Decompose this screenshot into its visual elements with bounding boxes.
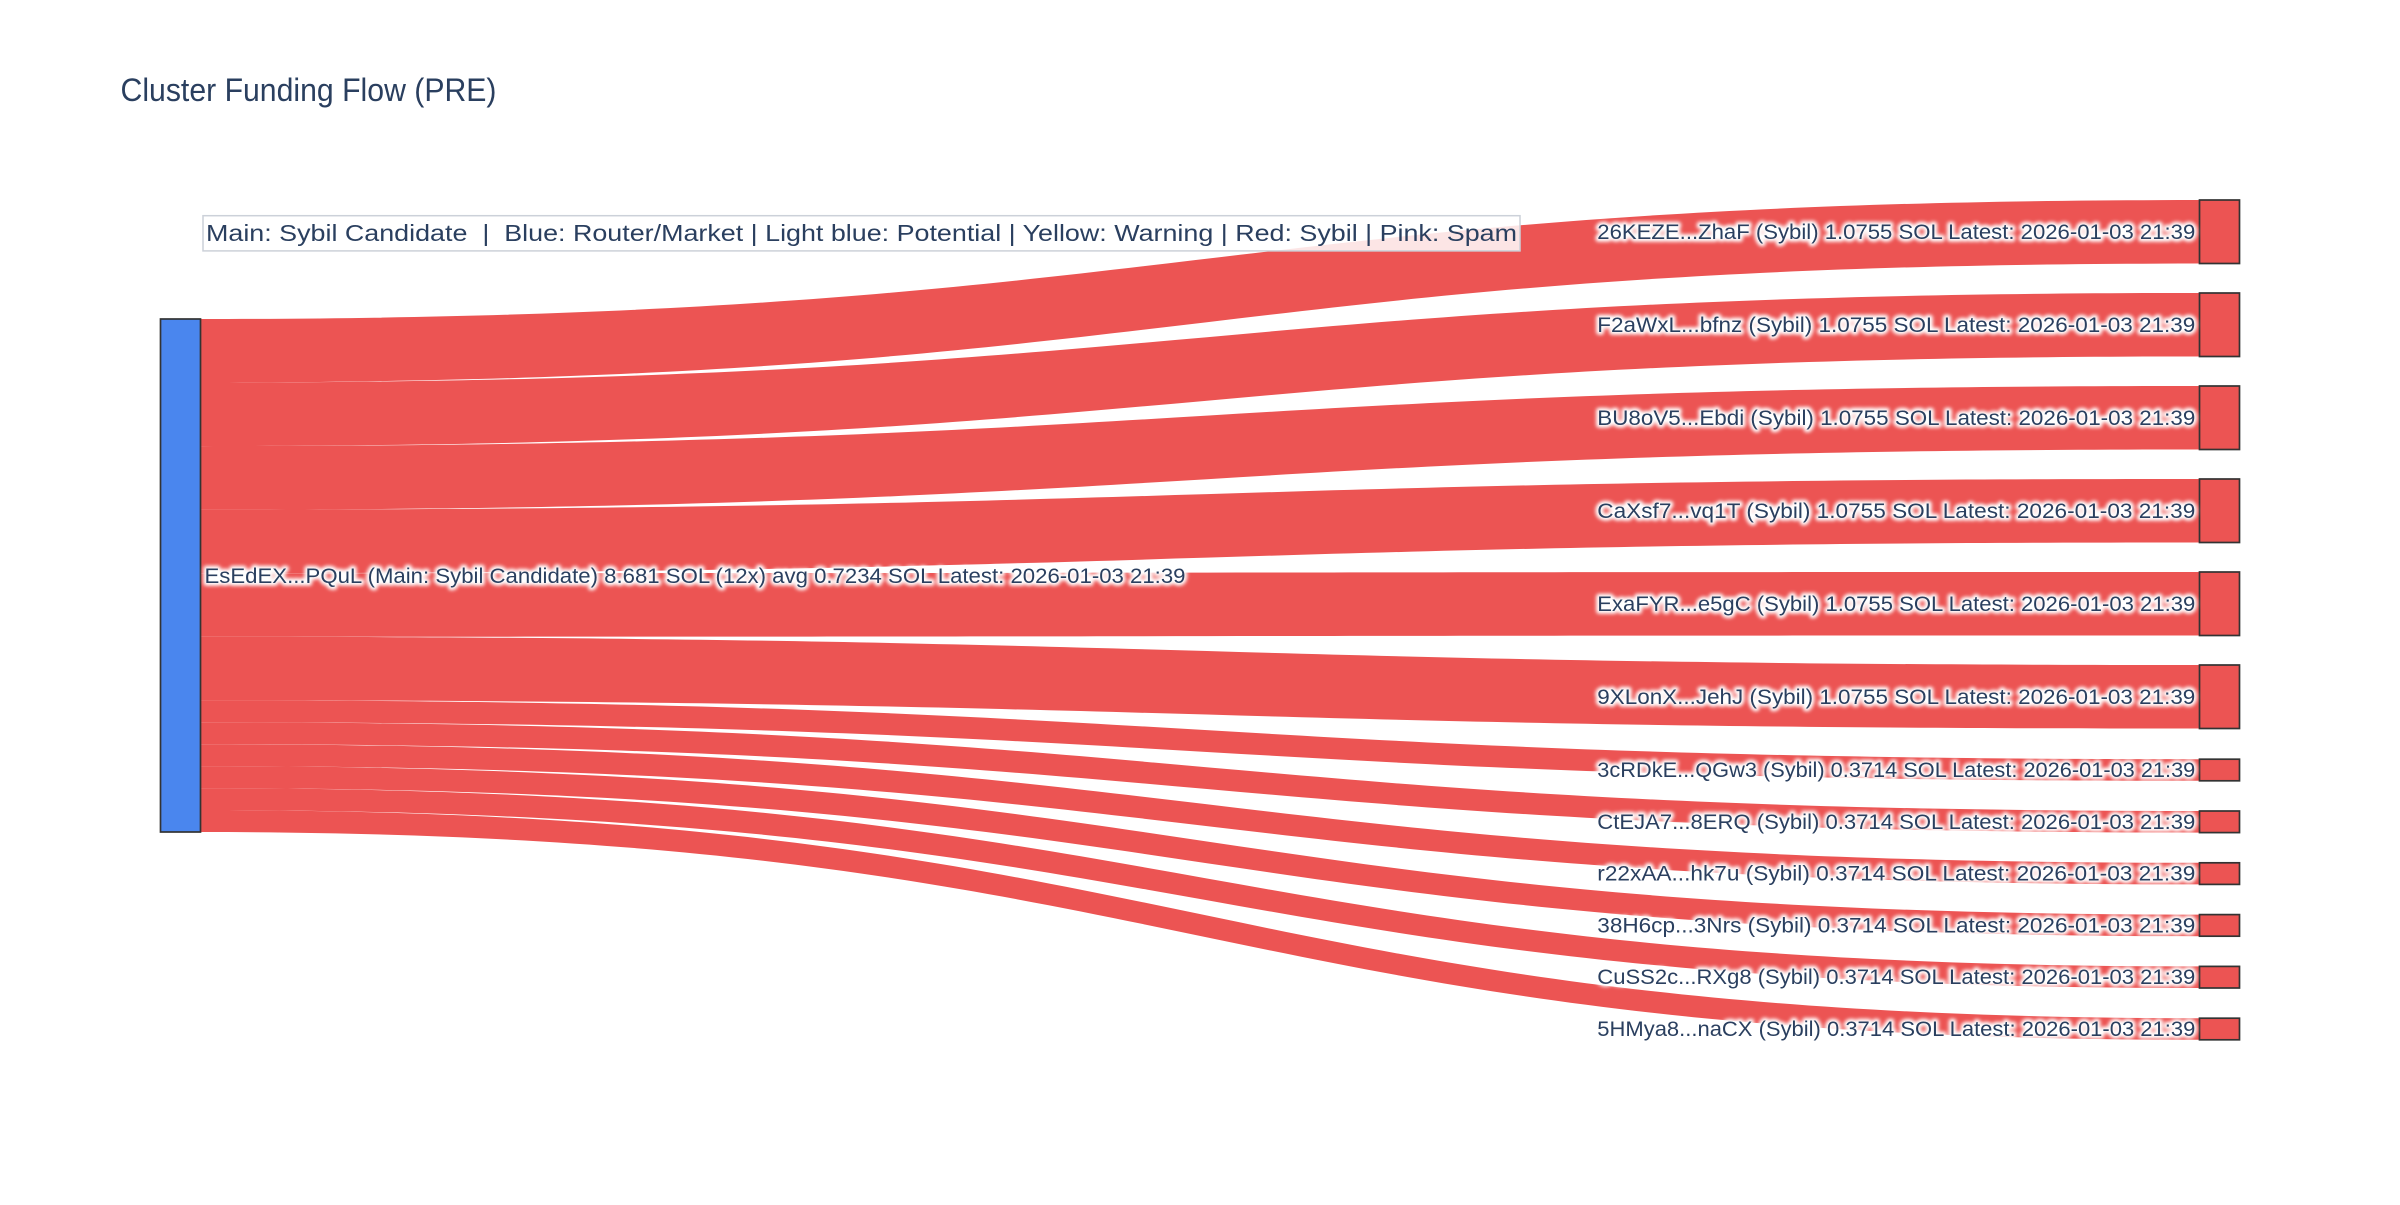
svg-text:26KEZE...ZhaF (Sybil) 1.0755 S: 26KEZE...ZhaF (Sybil) 1.0755 SOL Latest:… xyxy=(1597,220,2195,244)
svg-text:F2aWxL...bfnz (Sybil) 1.0755 S: F2aWxL...bfnz (Sybil) 1.0755 SOL Latest:… xyxy=(1597,313,2195,337)
svg-text:EsEdEX...PQuL (Main: Sybil Can: EsEdEX...PQuL (Main: Sybil Candidate) 8.… xyxy=(205,564,1186,588)
svg-text:38H6cp...3Nrs (Sybil) 0.3714 S: 38H6cp...3Nrs (Sybil) 0.3714 SOL Latest:… xyxy=(1597,913,2195,937)
svg-text:ExaFYR...e5gC (Sybil) 1.0755 S: ExaFYR...e5gC (Sybil) 1.0755 SOL Latest:… xyxy=(1597,592,2195,616)
svg-text:CuSS2c...RXg8 (Sybil) 0.3714 S: CuSS2c...RXg8 (Sybil) 0.3714 SOL Latest:… xyxy=(1597,965,2195,989)
svg-text:9XLonX...JehJ (Sybil) 1.0755 S: 9XLonX...JehJ (Sybil) 1.0755 SOL Latest:… xyxy=(1597,685,2195,709)
svg-text:26KEZE...ZhaF (Sybil) 1.0755 S: 26KEZE...ZhaF (Sybil) 1.0755 SOL Latest:… xyxy=(1597,220,2195,244)
svg-text:BU8oV5...Ebdi (Sybil) 1.0755 S: BU8oV5...Ebdi (Sybil) 1.0755 SOL Latest:… xyxy=(1597,406,2195,430)
svg-text:3cRDkE...QGw3 (Sybil) 0.3714 S: 3cRDkE...QGw3 (Sybil) 0.3714 SOL Latest:… xyxy=(1597,758,2195,782)
svg-text:r22xAA...hk7u (Sybil) 0.3714 S: r22xAA...hk7u (Sybil) 0.3714 SOL Latest:… xyxy=(1597,862,2195,886)
svg-text:5HMya8...naCX (Sybil) 0.3714 S: 5HMya8...naCX (Sybil) 0.3714 SOL Latest:… xyxy=(1597,1017,2195,1041)
svg-text:3cRDkE...QGw3 (Sybil) 0.3714 S: 3cRDkE...QGw3 (Sybil) 0.3714 SOL Latest:… xyxy=(1597,758,2195,782)
svg-text:ExaFYR...e5gC (Sybil) 1.0755 S: ExaFYR...e5gC (Sybil) 1.0755 SOL Latest:… xyxy=(1597,592,2195,616)
svg-text:CaXsf7...vq1T (Sybil) 1.0755 S: CaXsf7...vq1T (Sybil) 1.0755 SOL Latest:… xyxy=(1597,499,2195,523)
svg-text:CuSS2c...RXg8 (Sybil) 0.3714 S: CuSS2c...RXg8 (Sybil) 0.3714 SOL Latest:… xyxy=(1597,965,2195,989)
svg-text:BU8oV5...Ebdi (Sybil) 1.0755 S: BU8oV5...Ebdi (Sybil) 1.0755 SOL Latest:… xyxy=(1597,406,2195,430)
svg-text:38H6cp...3Nrs (Sybil) 0.3714 S: 38H6cp...3Nrs (Sybil) 0.3714 SOL Latest:… xyxy=(1597,913,2195,937)
svg-text:CtEJA7...8ERQ (Sybil) 0.3714 S: CtEJA7...8ERQ (Sybil) 0.3714 SOL Latest:… xyxy=(1597,810,2195,834)
svg-text:Main: Sybil Candidate | Blue: Main: Sybil Candidate | Blue: Router/Mar… xyxy=(206,220,1517,246)
svg-text:r22xAA...hk7u (Sybil) 0.3714 S: r22xAA...hk7u (Sybil) 0.3714 SOL Latest:… xyxy=(1597,862,2195,886)
svg-text:9XLonX...JehJ (Sybil) 1.0755 S: 9XLonX...JehJ (Sybil) 1.0755 SOL Latest:… xyxy=(1597,685,2195,709)
svg-text:CaXsf7...vq1T (Sybil) 1.0755 S: CaXsf7...vq1T (Sybil) 1.0755 SOL Latest:… xyxy=(1597,499,2195,523)
svg-text:5HMya8...naCX (Sybil) 0.3714 S: 5HMya8...naCX (Sybil) 0.3714 SOL Latest:… xyxy=(1597,1017,2195,1041)
svg-text:EsEdEX...PQuL (Main: Sybil Can: EsEdEX...PQuL (Main: Sybil Candidate) 8.… xyxy=(205,564,1186,588)
svg-text:CtEJA7...8ERQ (Sybil) 0.3714 S: CtEJA7...8ERQ (Sybil) 0.3714 SOL Latest:… xyxy=(1597,810,2195,834)
svg-text:Cluster Funding Flow (PRE): Cluster Funding Flow (PRE) xyxy=(121,72,497,108)
svg-text:F2aWxL...bfnz (Sybil) 1.0755 S: F2aWxL...bfnz (Sybil) 1.0755 SOL Latest:… xyxy=(1597,313,2195,337)
